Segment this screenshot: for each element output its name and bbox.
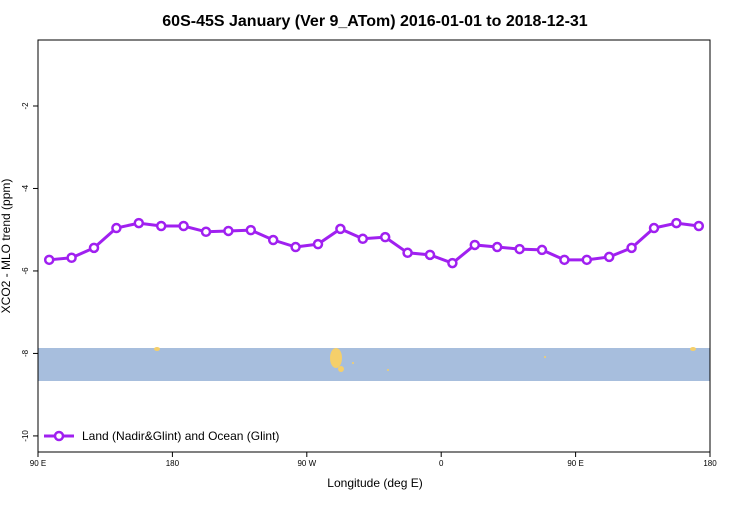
x-tick-label: 90 E (30, 459, 46, 468)
point (335, 223, 346, 235)
point (581, 254, 593, 266)
point (267, 234, 279, 246)
point (43, 254, 55, 266)
series-line (49, 221, 699, 265)
point (312, 238, 324, 250)
land-blobs (154, 347, 696, 372)
point (88, 242, 100, 254)
map-strip (38, 348, 710, 381)
point (648, 222, 660, 234)
legend-marker (53, 430, 65, 442)
point (491, 241, 503, 253)
point (559, 254, 570, 266)
x-tick-label: 90 W (297, 459, 316, 468)
plot-frame (37, 39, 711, 453)
point (693, 220, 705, 232)
point (66, 252, 77, 264)
x-tick-label: 90 E (567, 459, 583, 468)
x-axis-label: Longitude (deg E) (327, 476, 422, 490)
x-tick-label: 0 (439, 459, 444, 468)
point (626, 242, 637, 254)
y-tick-label: -2 (21, 102, 30, 110)
point (447, 257, 458, 269)
y-tick-label: -4 (21, 184, 30, 192)
point (223, 225, 234, 237)
point (245, 224, 257, 236)
point (469, 239, 481, 251)
y-tick-label: -10 (21, 430, 30, 442)
point (200, 226, 212, 238)
point (357, 233, 369, 245)
point (671, 217, 682, 229)
point (111, 222, 122, 234)
point (133, 217, 145, 229)
legend-label: Land (Nadir&Glint) and Ocean (Glint) (82, 429, 279, 443)
point (290, 241, 301, 253)
point (536, 244, 548, 256)
point (178, 220, 189, 232)
point (514, 243, 525, 255)
point (379, 231, 391, 243)
chart-title: 60S-45S January (Ver 9_ATom) 2016-01-01 … (162, 13, 588, 30)
y-axis-label: XCO2 - MLO trend (ppm) (0, 179, 13, 314)
x-tick-label: 180 (166, 459, 180, 468)
point (424, 249, 436, 261)
y-tick-label: -8 (21, 349, 30, 357)
point (603, 251, 615, 263)
point (402, 247, 413, 259)
x-tick-label: 180 (703, 459, 717, 468)
y-tick-label: -6 (21, 267, 30, 275)
point (155, 220, 167, 232)
